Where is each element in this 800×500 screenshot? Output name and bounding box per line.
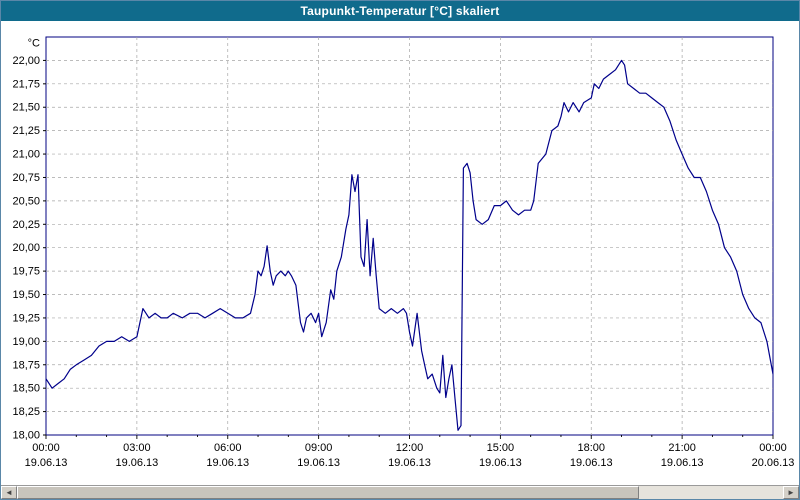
y-tick-label: 21,50 (12, 102, 40, 114)
x-tick-time-label: 06:00 (214, 442, 242, 454)
x-tick-time-label: 15:00 (487, 442, 515, 454)
window-title: Taupunkt-Temperatur [°C] skaliert (300, 4, 500, 18)
scrollbar-track[interactable] (639, 486, 783, 499)
y-tick-label: 22,00 (12, 55, 40, 67)
x-tick-date-label: 19.06.13 (297, 457, 340, 469)
scroll-right-button[interactable]: ► (783, 486, 799, 499)
x-tick-date-label: 19.06.13 (388, 457, 431, 469)
x-tick-time-label: 03:00 (123, 442, 151, 454)
x-tick-date-label: 19.06.13 (25, 457, 68, 469)
y-tick-label: 19,00 (12, 336, 40, 348)
scrollbar-thumb[interactable] (17, 486, 640, 499)
y-tick-label: 20,50 (12, 195, 40, 207)
y-tick-label: 21,75 (12, 78, 40, 90)
y-tick-label: 19,25 (12, 312, 40, 324)
x-tick-time-label: 09:00 (305, 442, 333, 454)
x-tick-date-label: 19.06.13 (570, 457, 613, 469)
y-tick-label: 20,25 (12, 219, 40, 231)
horizontal-scrollbar[interactable]: ◄ ► (1, 485, 799, 499)
y-tick-label: 18,50 (12, 383, 40, 395)
x-tick-time-label: 21:00 (668, 442, 696, 454)
x-tick-date-label: 19.06.13 (661, 457, 704, 469)
y-tick-label: 21,00 (12, 149, 40, 161)
x-tick-date-label: 19.06.13 (115, 457, 158, 469)
series-line (45, 59, 774, 431)
y-tick-label: 21,25 (12, 125, 40, 137)
y-tick-label: 18,25 (12, 406, 40, 418)
y-tick-label: 18,00 (12, 430, 40, 442)
x-tick-date-label: 19.06.13 (206, 457, 249, 469)
y-tick-label: 20,75 (12, 172, 40, 184)
scroll-left-button[interactable]: ◄ (1, 486, 17, 499)
x-tick-date-label: 20.06.13 (752, 457, 795, 469)
x-tick-time-label: 12:00 (396, 442, 424, 454)
x-tick-time-label: 00:00 (32, 442, 60, 454)
y-tick-label: 20,00 (12, 242, 40, 254)
y-tick-label: 19,75 (12, 266, 40, 278)
window-titlebar: Taupunkt-Temperatur [°C] skaliert (1, 1, 799, 21)
chart-area: 22,00 21,75 21,50 21,25 21,00 20,75 20,50 20,25… (1, 21, 799, 485)
x-tick-time-label: 18:00 (577, 442, 605, 454)
chart-canvas: 22,00 21,75 21,50 21,25 21,00 20,75 20,50 20,25… (12, 36, 795, 469)
y-tick-label: 19,50 (12, 289, 40, 301)
y-axis-unit-label: °C (28, 37, 40, 49)
x-tick-date-label: 19.06.13 (479, 457, 522, 469)
x-tick-time-label: 00:00 (759, 442, 787, 454)
y-tick-label: 18,75 (12, 359, 40, 371)
